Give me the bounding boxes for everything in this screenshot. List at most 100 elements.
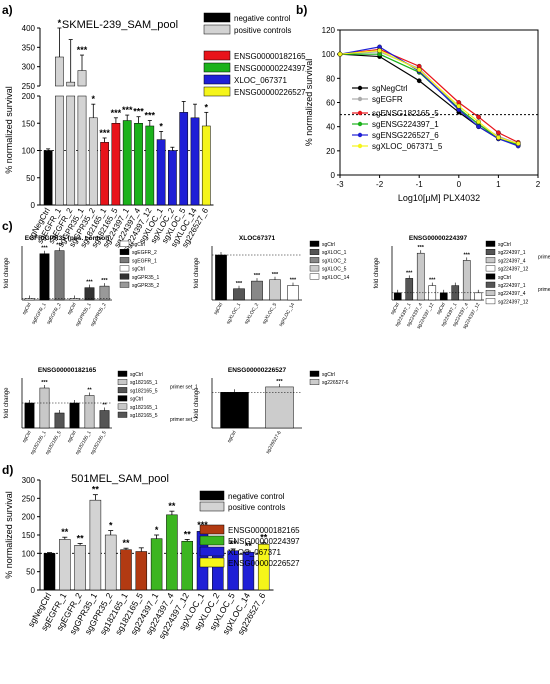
- chart-c4-bar: [54, 412, 65, 429]
- chart-c1-significance: ***: [101, 278, 108, 284]
- chart-a-significance: *: [92, 94, 96, 104]
- chart-b-legend-marker: [357, 132, 363, 138]
- chart-c1-significance: ***: [56, 243, 63, 249]
- chart-b-ytick-label: 0: [331, 171, 336, 180]
- chart-d-legend-swatch: [199, 524, 225, 535]
- chart-a-bar: [55, 95, 64, 206]
- chart-d-legend-swatch: [199, 501, 225, 512]
- chart-c4-legend-label: sg182165_5: [130, 413, 158, 419]
- chart-c2-significance: ***: [236, 281, 243, 287]
- chart-a-ytick-label: 300: [22, 63, 36, 72]
- chart-c2-xtick-label: sgXLOC_2: [243, 302, 260, 326]
- chart-c1-xtick-label: sgEGFR_1: [31, 302, 48, 326]
- chart-b-legend-label: sgEGFR: [372, 95, 403, 104]
- chart-c4-legend-label: sg182165_1: [130, 405, 158, 411]
- chart-a-legend-swatch: [203, 50, 231, 61]
- chart-c1-bar: [39, 253, 50, 301]
- chart-b-xlabel: Log10[µM] PLX4032: [398, 193, 480, 203]
- chart-c1-legend-label: sgGPR35_1: [132, 275, 159, 281]
- chart-c3-title: ENSG00000224397: [409, 235, 468, 242]
- chart-c2-legend-swatch: [309, 265, 320, 272]
- chart-a-bar: [201, 125, 211, 206]
- chart-c3-legend-label: sg224397_1: [498, 283, 526, 289]
- chart-d-bar: [212, 551, 224, 591]
- chart-c4-legend-swatch: [117, 395, 128, 402]
- chart-d-legend-label: ENSG00000224397: [228, 537, 300, 546]
- chart-d-legend-swatch: [199, 490, 225, 501]
- chart-c1-significance: ***: [86, 280, 93, 286]
- chart-a-ytick-label: 0: [31, 201, 36, 210]
- chart-d-legend-label: positive controls: [228, 503, 285, 512]
- chart-b-ytick-label: 80: [326, 74, 335, 83]
- chart-c5-legend-label: sgCtrl: [322, 372, 335, 378]
- chart-d-significance: **: [122, 538, 130, 548]
- chart-a-bar: [179, 112, 189, 206]
- chart-c4-significance: **: [102, 403, 107, 409]
- chart-c3-bar: [462, 260, 471, 301]
- chart-d-bar: [181, 540, 193, 591]
- chart-c5-legend-label: sg226527-6: [322, 380, 349, 386]
- chart-a-bar: [88, 117, 98, 206]
- chart-c2-significance: ***: [272, 272, 279, 278]
- chart-c1-bar: [84, 287, 95, 301]
- chart-a: SKMEL-239_SAM_pool % normalized survival 0…: [4, 12, 306, 253]
- chart-c3-xtick-label: sgCtrl: [436, 302, 447, 316]
- chart-c2-significance: ***: [290, 278, 297, 284]
- chart-a-significance: ***: [99, 128, 110, 138]
- chart-d-bar: [120, 549, 132, 591]
- chart-b-series-line: [339, 51, 519, 145]
- panel-label-b: b): [296, 3, 307, 17]
- chart-b-ytick-label: 120: [322, 26, 336, 35]
- chart-c4-bar: [39, 387, 50, 429]
- chart-c2-significance: ***: [254, 273, 261, 279]
- chart-b-xtick-label: -3: [336, 180, 344, 189]
- chart-c2-legend-label: sgXLOC_1: [322, 250, 347, 256]
- chart-c3-legend-label: sg224397_12: [498, 267, 529, 273]
- chart-a-legend-label: ENSG00000182165: [234, 52, 306, 61]
- chart-d-significance: *: [109, 521, 113, 531]
- chart-c3-significance: ***: [429, 278, 436, 284]
- chart-a-legend-swatch: [203, 24, 231, 35]
- chart-a-ytick-label: 150: [22, 119, 36, 128]
- chart-b-legend-marker: [357, 143, 363, 149]
- chart-c1-significance: ***: [41, 246, 48, 252]
- chart-c3-significance: ***: [418, 245, 425, 251]
- chart-c1-legend-swatch: [119, 265, 130, 272]
- chart-b-legend-label: sgENSG182165_5: [372, 109, 439, 118]
- chart-b-xtick-label: -2: [376, 180, 384, 189]
- chart-b-ytick-label: 20: [326, 147, 335, 156]
- chart-c1-legend-label: sgCtrl: [132, 242, 145, 248]
- chart-c5-legend-swatch: [309, 370, 320, 377]
- chart-d-significance: **: [61, 527, 69, 537]
- chart-a-ytick-label: 400: [22, 24, 36, 33]
- chart-b-ylabel: % normalized survival: [304, 59, 314, 147]
- chart-c5-significance: ***: [276, 379, 283, 385]
- chart-a-legend-swatch: [203, 62, 231, 73]
- chart-c2-bar: [287, 285, 299, 301]
- chart-b-ytick-label: 100: [322, 50, 336, 59]
- chart-a-legend-label: XLOC_067371: [234, 76, 287, 85]
- chart-d-significance: **: [92, 485, 100, 495]
- chart-c2-legend-swatch: [309, 273, 320, 280]
- chart-c3-ylabel: fold change: [374, 257, 380, 289]
- chart-c2-xtick-label: sgCtrl: [213, 302, 224, 316]
- chart-c4-xtick-label: sgCtrl: [21, 430, 32, 444]
- chart-c1-bar: [99, 285, 110, 301]
- chart-c2: XLOC67371 fold change sgCtrl *** sgXLOC_1 ***…: [194, 235, 349, 328]
- chart-a-ytick-label: 350: [22, 43, 36, 52]
- chart-d-significance: **: [230, 539, 238, 549]
- chart-c3-bar: [474, 292, 483, 301]
- chart-c1-legend-swatch: [119, 240, 130, 247]
- chart-c3-primer-label: primer set_1: [538, 254, 550, 260]
- chart-c4: ENSG00000182165 fold change sgCtrl *** sg182…: [4, 367, 198, 456]
- chart-d-legend-label: XLOC_067371: [228, 548, 281, 557]
- chart-c1-legend-label: sgGPR35_2: [132, 283, 159, 289]
- chart-c3-bar: [405, 278, 414, 301]
- chart-c2-legend-label: sgXLOC_5: [322, 267, 347, 273]
- chart-c3-legend-swatch: [485, 240, 496, 247]
- chart-c3-legend-label: sgCtrl: [498, 242, 511, 248]
- chart-d-legend-swatch: [199, 535, 225, 546]
- chart-c3-legend-label: sgCtrl: [498, 275, 511, 281]
- chart-b-legend-marker: [357, 96, 363, 102]
- chart-c1-legend-swatch: [119, 257, 130, 264]
